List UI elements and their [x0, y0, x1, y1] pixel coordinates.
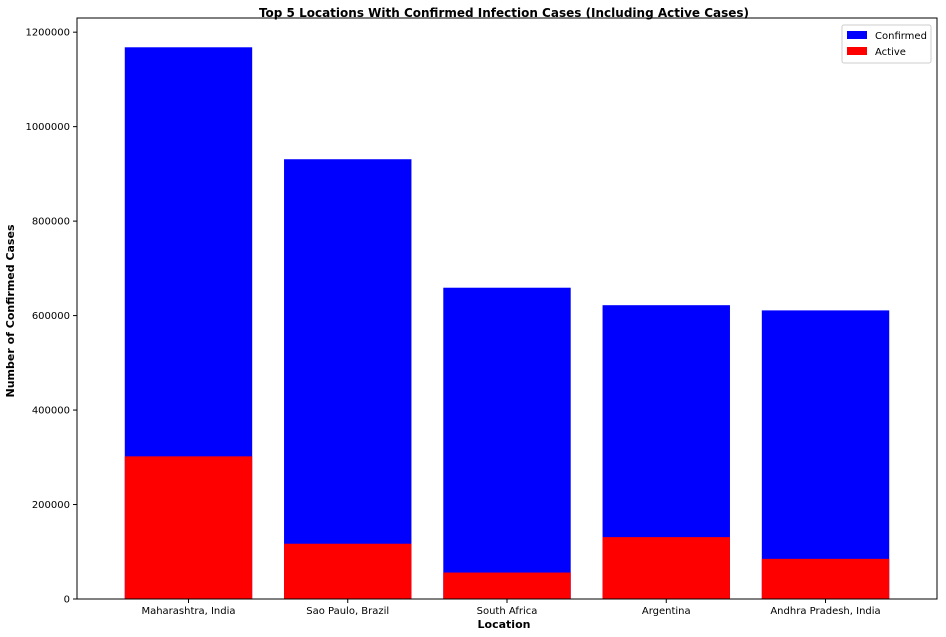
x-tick-label-1: Sao Paulo, Brazil — [306, 606, 389, 617]
bar-active-1 — [284, 543, 412, 599]
x-tick-label-2: South Africa — [477, 606, 538, 617]
y-tick-label-1: 200000 — [32, 500, 70, 511]
legend-label-confirmed: Confirmed — [875, 31, 927, 42]
x-axis-label: Location — [478, 618, 531, 631]
y-tick-label-4: 800000 — [32, 217, 70, 228]
bar-active-4 — [761, 558, 890, 599]
y-tick-label-5: 1000000 — [25, 122, 70, 133]
y-tick-label-3: 600000 — [32, 311, 70, 322]
x-tick-label-3: Argentina — [642, 606, 691, 617]
x-tick-label-0: Maharashtra, India — [141, 606, 235, 617]
y-tick-label-6: 1200000 — [25, 28, 70, 39]
bar-active-0 — [124, 456, 253, 599]
bar-confirmed-2 — [443, 287, 571, 599]
y-axis-label: Number of Confirmed Cases — [4, 224, 17, 397]
legend: Confirmed Active — [841, 24, 932, 64]
bar-confirmed-1 — [284, 159, 412, 599]
bar-confirmed-4 — [761, 310, 890, 599]
y-axis: 0 200000 400000 600000 800000 1000000 1200000 — [25, 28, 77, 606]
bars-group — [124, 47, 890, 599]
legend-label-active: Active — [875, 47, 906, 58]
legend-swatch-active — [847, 47, 867, 55]
y-tick-label-0: 0 — [64, 595, 70, 606]
x-axis: Maharashtra, India Sao Paulo, Brazil South… — [141, 599, 881, 617]
y-tick-label-2: 400000 — [32, 406, 70, 417]
bar-active-2 — [443, 572, 571, 599]
legend-swatch-confirmed — [847, 31, 867, 39]
bar-active-3 — [602, 537, 730, 599]
chart-title: Top 5 Locations With Confirmed Infection… — [259, 6, 749, 20]
x-tick-label-4: Andhra Pradesh, India — [770, 606, 880, 617]
